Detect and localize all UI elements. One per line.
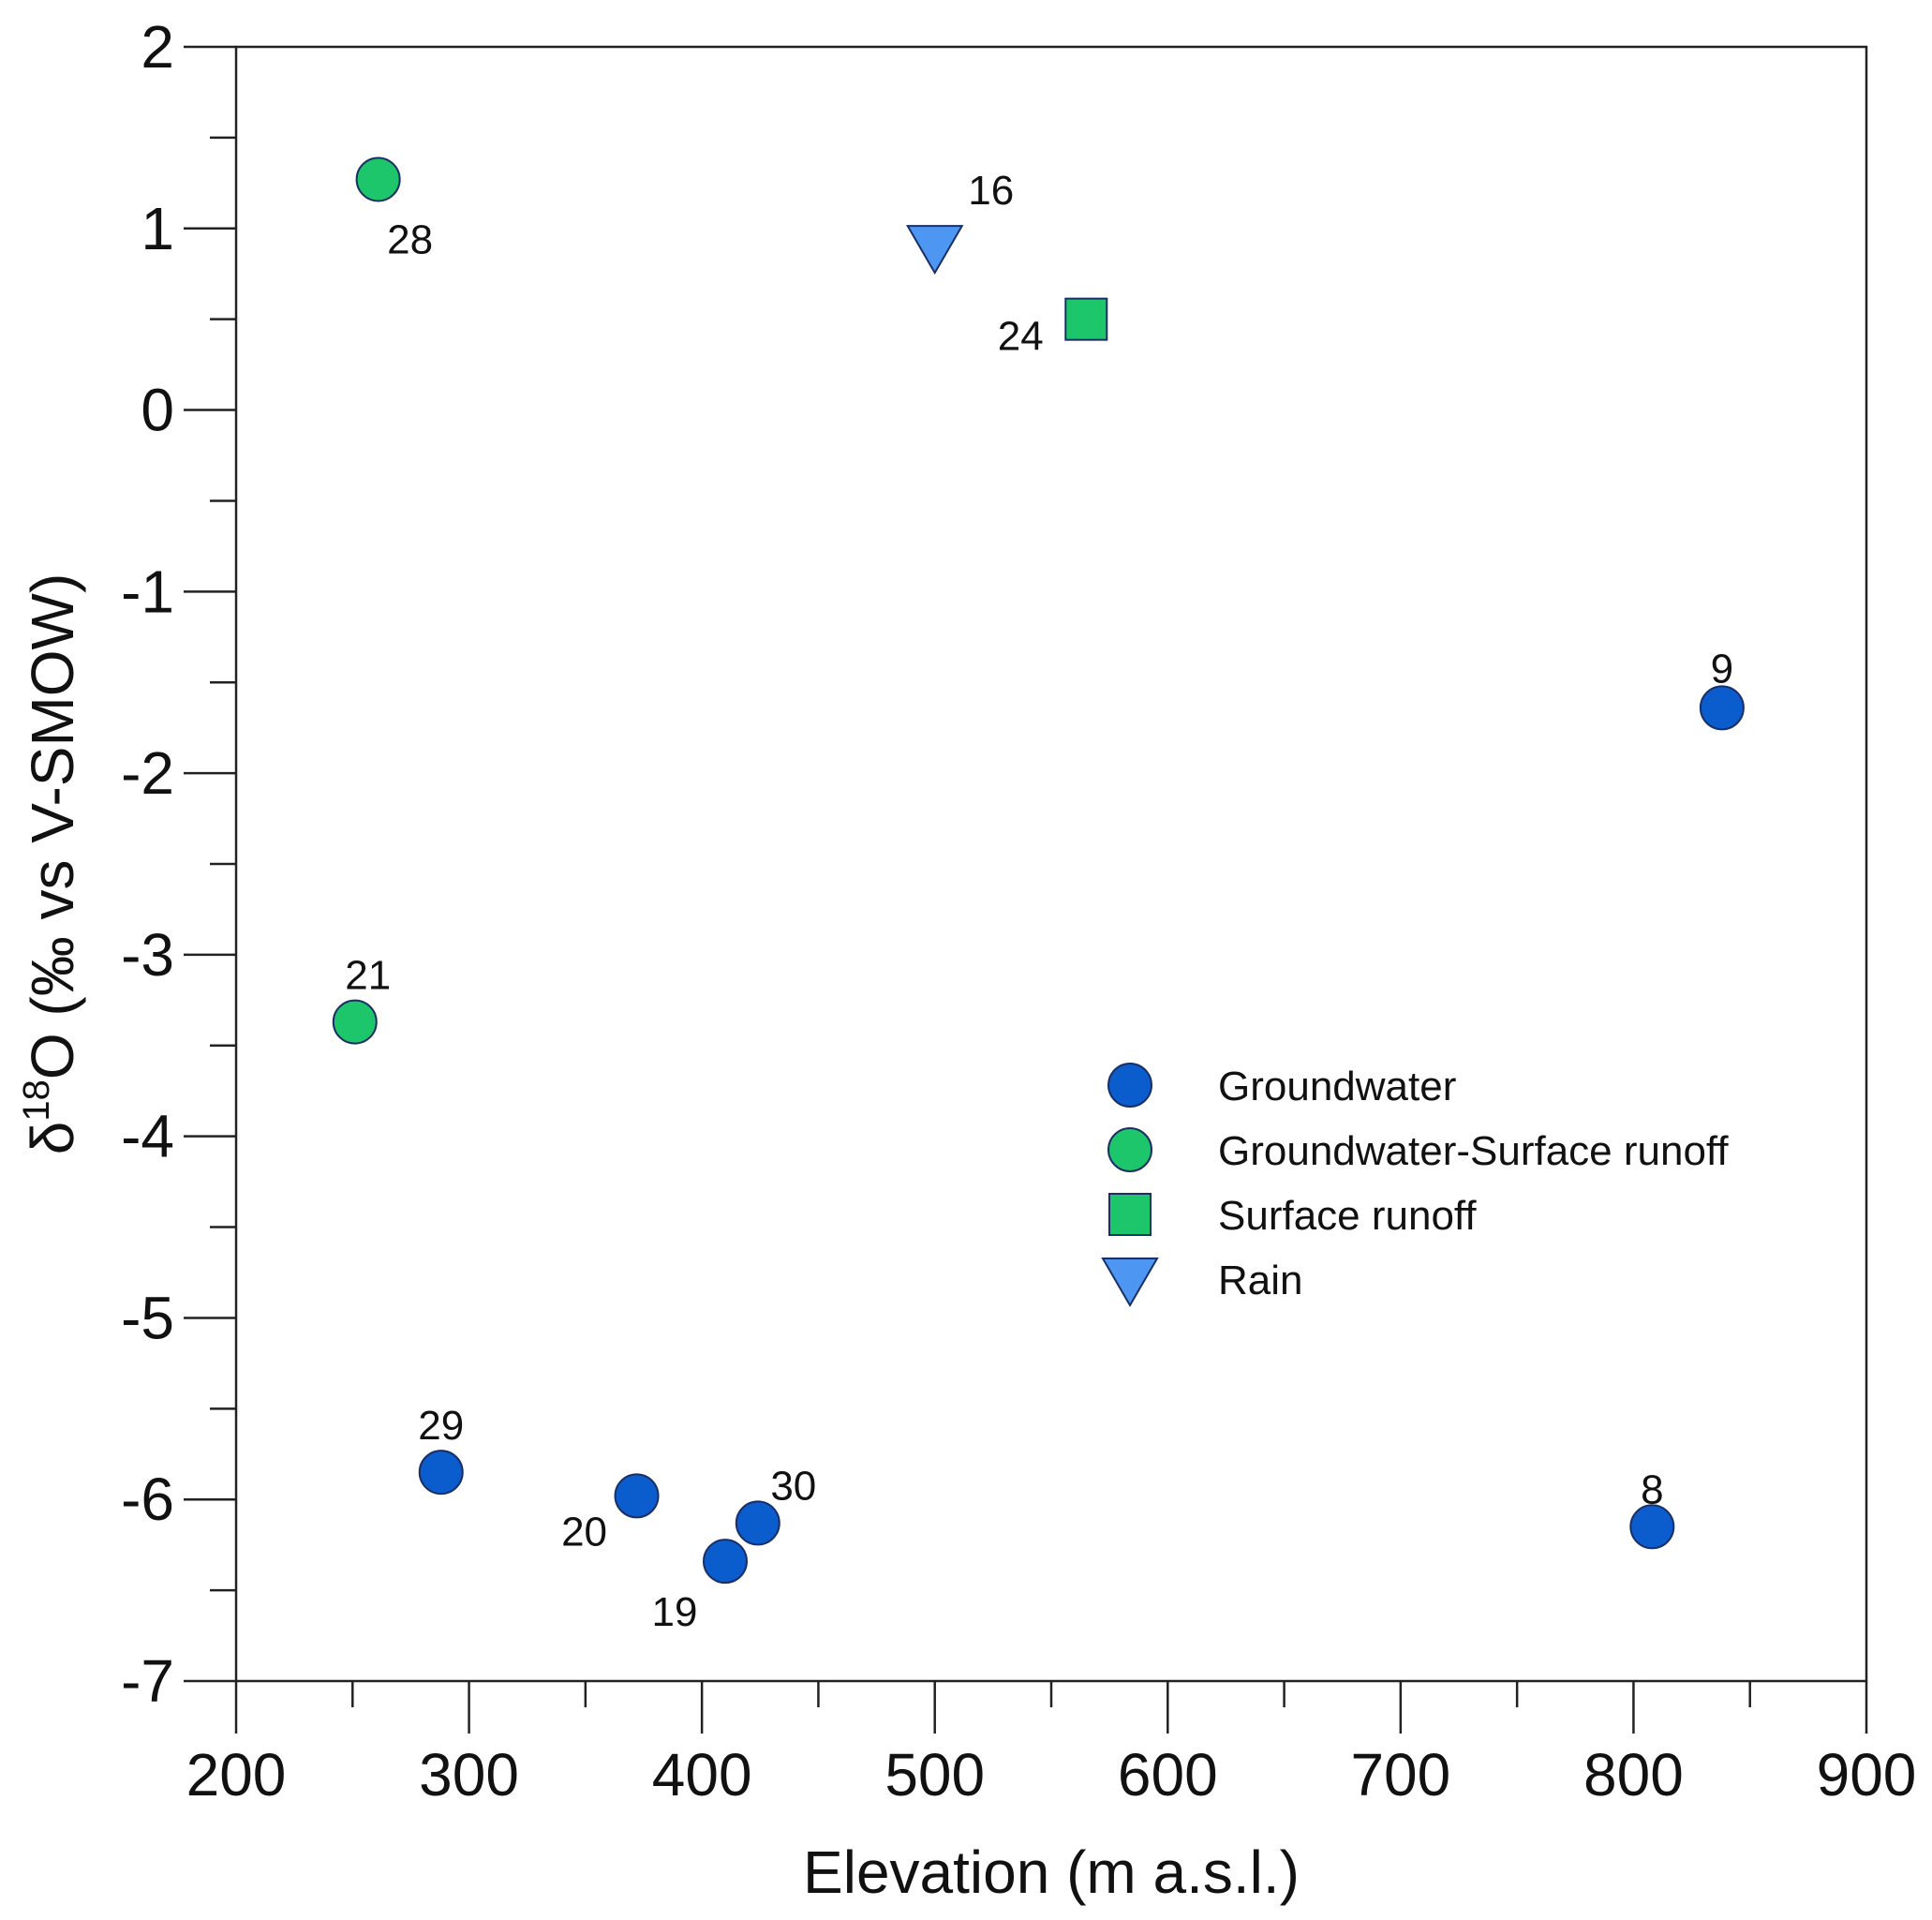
point-21-groundwater-surface-runoff [332, 999, 378, 1045]
y-axis-title-rest: O (‰ vs V-SMOW) [19, 573, 86, 1079]
y-tick-label: -4 [121, 1103, 174, 1170]
y-axis-title-delta: δ [19, 1122, 86, 1155]
x-axis-title: Elevation (m a.s.l.) [803, 1838, 1300, 1906]
point-28-groundwater-surface-runoff [355, 156, 401, 202]
point-label-28: 28 [387, 216, 433, 262]
point-label-29: 29 [418, 1403, 464, 1449]
point-labels: 29 20 19 30 8 9 28 21 24 16 [345, 168, 1733, 1635]
y-axis-title: δ18O (‰ vs V-SMOW) [16, 573, 86, 1155]
point-29-groundwater [418, 1450, 464, 1496]
legend: Groundwater Groundwater-Surface runoff Sur… [1101, 1063, 1729, 1307]
x-tick-labels: 200 300 400 500 600 700 800 900 [186, 1741, 1917, 1808]
legend-label-surface-runoff: Surface runoff [1218, 1193, 1477, 1239]
x-tick-label: 900 [1817, 1741, 1917, 1808]
point-label-21: 21 [345, 953, 391, 999]
legend-label-rain: Rain [1218, 1258, 1303, 1303]
y-tick-label: -1 [121, 558, 174, 625]
point-label-16: 16 [968, 168, 1014, 214]
point-label-20: 20 [561, 1509, 607, 1555]
x-tick-label: 200 [186, 1741, 287, 1808]
x-tick-label: 800 [1583, 1741, 1684, 1808]
y-tick-label: 1 [141, 195, 174, 262]
point-20-groundwater [614, 1473, 660, 1519]
legend-marker-rain [1101, 1258, 1159, 1307]
point-label-24: 24 [998, 314, 1044, 360]
legend-label-groundwater: Groundwater [1218, 1064, 1456, 1109]
data-points [332, 156, 1745, 1585]
point-19-groundwater [703, 1539, 748, 1585]
x-tick-label: 700 [1350, 1741, 1450, 1808]
point-label-8: 8 [1641, 1466, 1663, 1512]
x-tick-label: 500 [884, 1741, 985, 1808]
x-tick-label: 300 [419, 1741, 519, 1808]
y-tick-label: -5 [121, 1284, 174, 1351]
point-30-groundwater [735, 1500, 780, 1546]
point-label-19: 19 [652, 1589, 698, 1635]
x-axis-ticks [234, 1681, 1868, 1734]
y-axis-ticks [184, 45, 236, 1683]
y-tick-label: -7 [121, 1647, 174, 1715]
y-tick-label: -3 [121, 921, 174, 989]
legend-marker-groundwater [1107, 1063, 1152, 1108]
y-tick-labels: 2 1 0 -1 -2 -3 -4 -5 -6 -7 [121, 13, 174, 1715]
legend-marker-groundwater-surface-runoff [1107, 1127, 1152, 1172]
point-24-surface-runoff [1064, 297, 1108, 341]
point-16-rain [905, 225, 964, 275]
y-tick-label: -2 [121, 739, 174, 807]
point-9-groundwater [1699, 685, 1745, 731]
legend-label-groundwater-surface-runoff: Groundwater-Surface runoff [1218, 1128, 1729, 1174]
y-tick-label: -6 [121, 1466, 174, 1533]
y-axis-title-superscript: 18 [16, 1079, 57, 1122]
x-tick-label: 600 [1118, 1741, 1218, 1808]
y-tick-label: 0 [141, 377, 174, 444]
point-label-9: 9 [1711, 646, 1733, 692]
x-tick-label: 400 [652, 1741, 752, 1808]
point-8-groundwater [1629, 1504, 1675, 1550]
legend-marker-surface-runoff [1108, 1193, 1152, 1236]
point-label-30: 30 [770, 1463, 816, 1509]
y-tick-label: 2 [141, 13, 174, 81]
plot-frame [234, 45, 1868, 1683]
